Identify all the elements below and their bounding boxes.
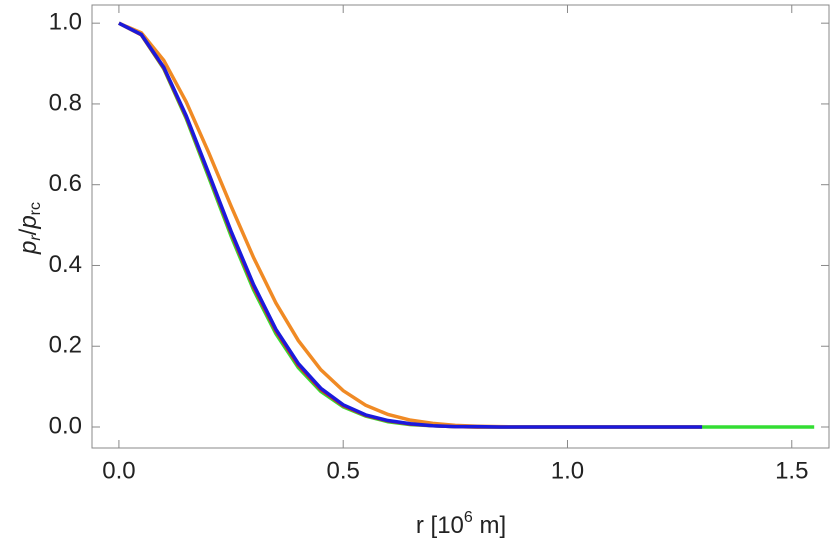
x-tick-label: 1.0 (551, 457, 584, 484)
x-tick-label: 0.0 (102, 457, 135, 484)
y-label-part: r (27, 235, 44, 241)
series-line (118, 21, 815, 429)
y-label-part: p (15, 215, 42, 229)
x-tick-label: 1.5 (775, 457, 808, 484)
series-line (118, 21, 703, 429)
x-label-part: m] (473, 512, 506, 539)
y-axis-label: pr/prc (15, 202, 44, 255)
y-label-part: p (15, 241, 42, 255)
x-axis-label: r [106 m] (416, 509, 506, 539)
y-tick-label: 1.0 (49, 9, 82, 36)
x-tick-label: 0.5 (327, 457, 360, 484)
x-label-part: 6 (464, 509, 473, 526)
y-tick-label: 0.4 (49, 251, 82, 278)
y-label-part: / (15, 228, 42, 235)
y-tick-label: 0.0 (49, 412, 82, 439)
y-tick-label: 0.6 (49, 170, 82, 197)
y-tick-label: 0.8 (49, 89, 82, 116)
x-label-part: r [10 (416, 512, 464, 539)
series-line (118, 21, 703, 429)
series-line (118, 21, 703, 429)
plot-frame (91, 4, 830, 449)
y-tick-label: 0.2 (49, 332, 82, 359)
y-label-part: rc (27, 202, 44, 215)
